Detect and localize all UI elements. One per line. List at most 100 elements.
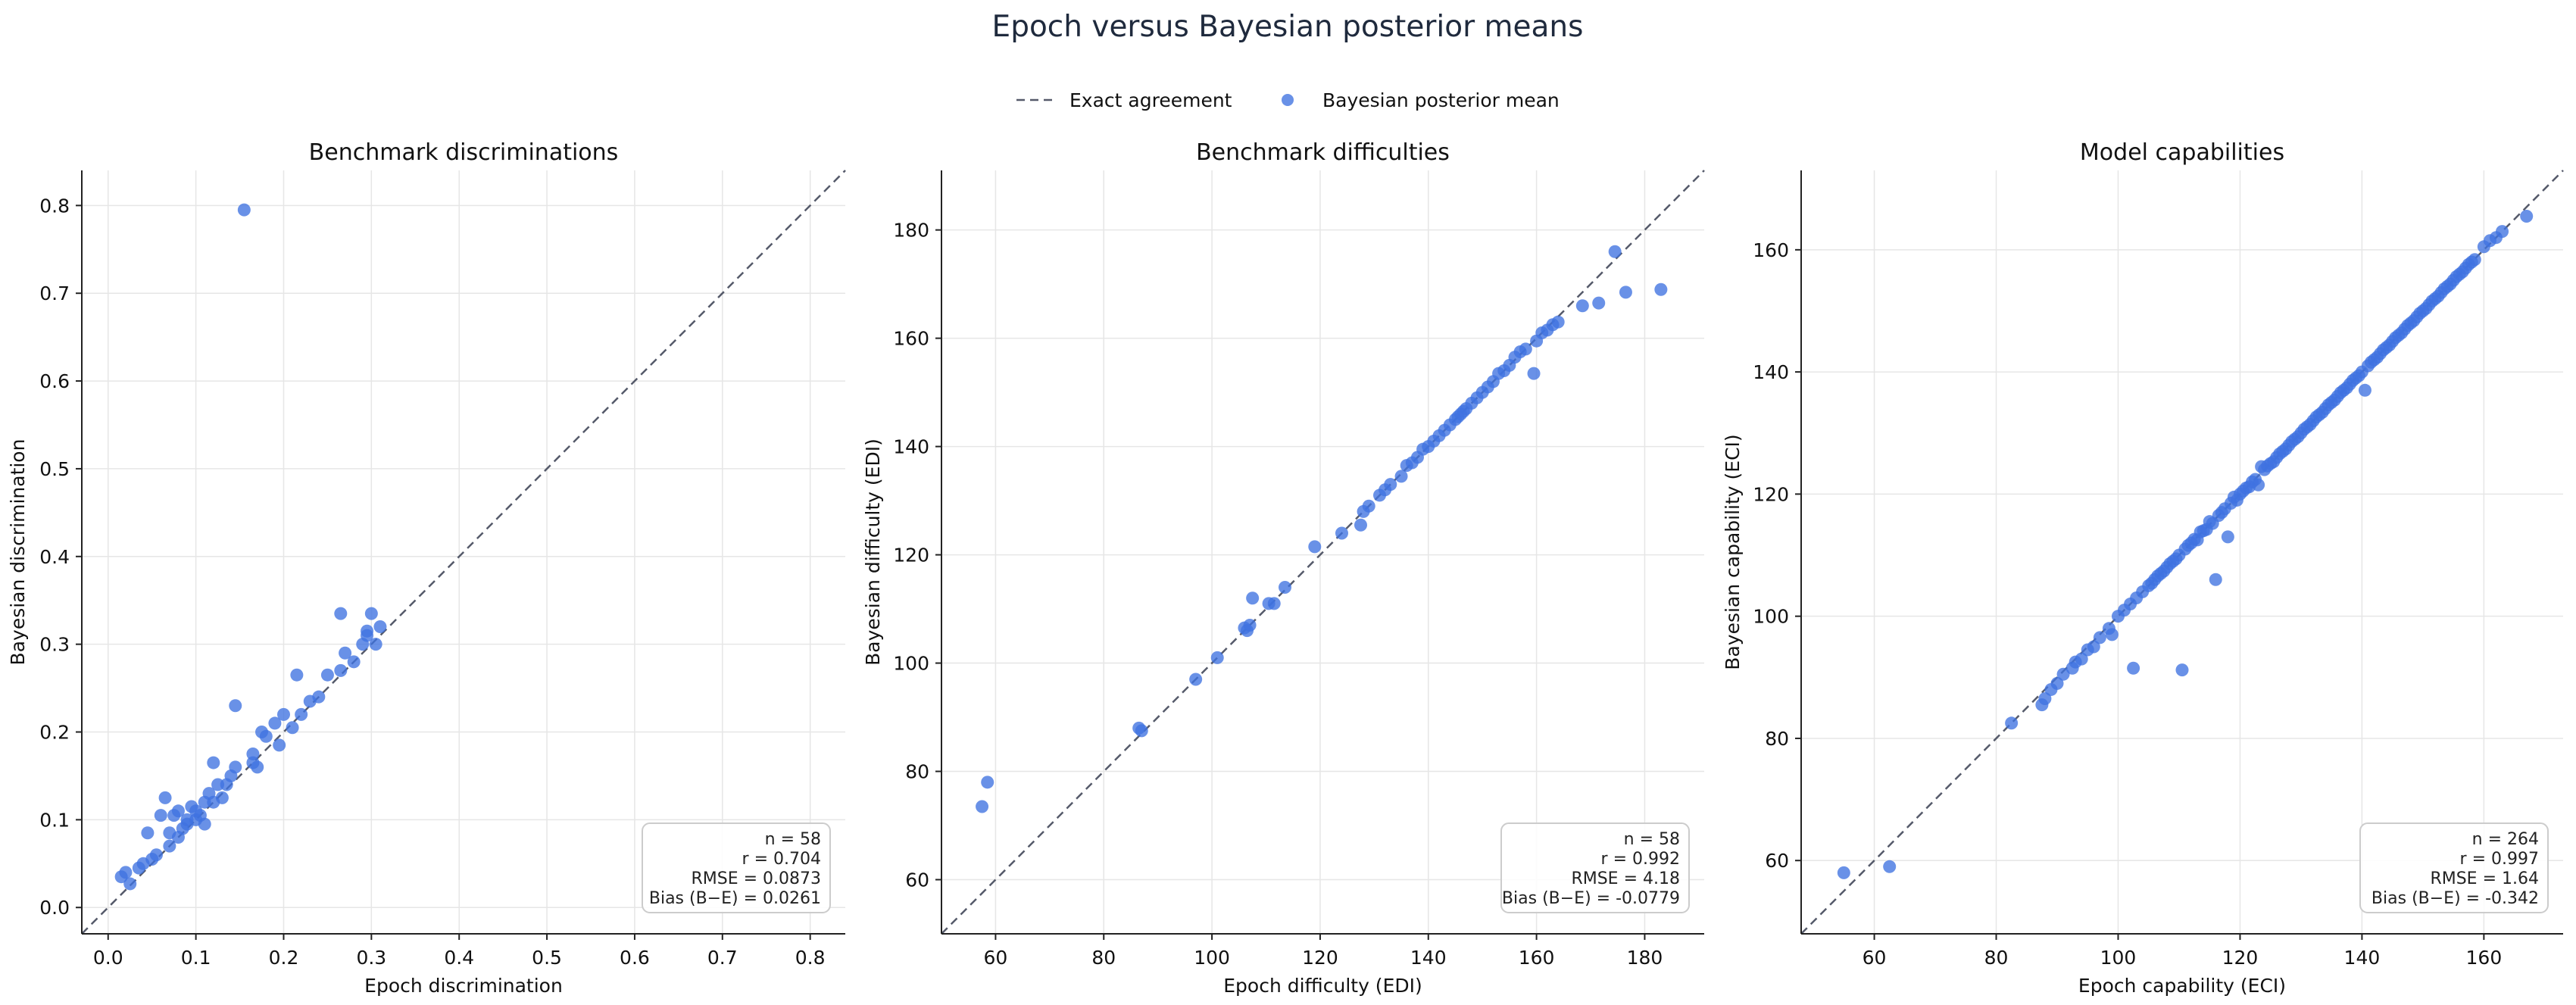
y-tick-label: 160: [893, 328, 929, 350]
y-tick-label: 0.2: [39, 722, 70, 744]
data-point: [2468, 253, 2481, 267]
data-point: [1837, 866, 1850, 879]
y-tick-label: 120: [893, 545, 929, 566]
data-point: [1267, 597, 1281, 610]
data-point: [1135, 724, 1148, 738]
data-point: [2069, 655, 2082, 669]
data-point: [1575, 299, 1589, 313]
data-point: [2496, 225, 2509, 239]
exact-agreement-line: [941, 170, 1705, 935]
data-point: [2230, 493, 2243, 507]
data-point: [141, 826, 155, 840]
data-point: [1654, 282, 1668, 296]
x-tick-label: 180: [1627, 947, 1663, 969]
stats-line: r = 0.704: [742, 850, 821, 869]
y-tick-label: 120: [1753, 483, 1789, 505]
data-point: [2093, 631, 2106, 645]
data-point: [2038, 692, 2052, 706]
data-point: [1354, 518, 1367, 532]
x-axis-label: Epoch difficulty (EDI): [1223, 975, 1422, 997]
y-tick-label: 0.1: [39, 809, 70, 831]
stats-line: RMSE = 1.64: [2430, 869, 2539, 888]
y-tick-label: 0.3: [39, 634, 70, 656]
data-point: [1335, 526, 1348, 540]
data-point: [1384, 478, 1397, 492]
data-point: [347, 655, 361, 669]
data-point: [976, 800, 989, 813]
data-point: [312, 690, 326, 704]
y-tick-label: 80: [1765, 728, 1789, 750]
x-tick-label: 0.7: [707, 947, 738, 969]
y-tick-label: 140: [1753, 361, 1789, 383]
x-tick-label: 100: [2100, 947, 2137, 969]
data-point: [273, 738, 286, 752]
y-tick-label: 0.0: [39, 897, 70, 919]
stats-line: n = 264: [2472, 830, 2539, 849]
data-point: [1608, 245, 1622, 258]
data-point: [2087, 640, 2100, 654]
data-point: [2206, 517, 2219, 530]
y-tick-label: 180: [893, 220, 929, 242]
stats-line: Bias (B−E) = -0.0779: [1502, 889, 1680, 908]
data-point: [2352, 369, 2365, 382]
data-point: [2050, 676, 2064, 690]
data-point: [2249, 473, 2262, 486]
x-axis-label: Epoch discrimination: [364, 975, 563, 997]
legend-posterior-mean-swatch: [1282, 94, 1294, 106]
data-point: [215, 791, 229, 804]
x-tick-label: 160: [2466, 947, 2503, 969]
data-point: [1210, 651, 1224, 664]
data-point: [373, 620, 387, 633]
data-point: [1592, 296, 1606, 310]
data-point: [2005, 716, 2019, 730]
x-tick-label: 0.0: [93, 947, 123, 969]
data-point: [1551, 315, 1565, 329]
y-tick-label: 100: [1753, 606, 1789, 628]
x-tick-label: 0.6: [620, 947, 650, 969]
y-tick-label: 60: [1765, 850, 1789, 872]
data-point: [286, 721, 299, 735]
stats-line: r = 0.997: [2460, 850, 2539, 869]
data-point: [1243, 619, 1257, 632]
data-point: [198, 817, 211, 831]
stats-line: n = 58: [765, 830, 821, 849]
x-tick-label: 0.3: [356, 947, 386, 969]
data-point: [149, 848, 163, 862]
data-point: [123, 877, 137, 891]
y-tick-label: 160: [1753, 239, 1789, 261]
data-point: [1619, 286, 1632, 299]
data-point: [981, 776, 994, 789]
data-point: [2127, 661, 2140, 675]
data-point: [1394, 470, 1408, 483]
data-point: [2209, 573, 2222, 586]
data-point: [1527, 367, 1541, 380]
x-tick-label: 120: [1302, 947, 1338, 969]
data-point: [154, 809, 167, 822]
data-point: [1308, 540, 1322, 554]
data-point: [339, 646, 352, 660]
data-point: [251, 760, 264, 774]
panel-benchmark-difficulties: 60 80 100 120 140 160 180 60 80 100 120 140 160 180 Be…: [862, 139, 1705, 997]
data-point: [295, 707, 308, 721]
y-axis-label: Bayesian difficulty (EDI): [862, 439, 884, 666]
x-tick-label: 60: [984, 947, 1008, 969]
data-point: [158, 791, 172, 804]
x-tick-label: 80: [1091, 947, 1116, 969]
stats-box: [1500, 822, 1690, 913]
data-point: [246, 747, 260, 760]
x-tick-label: 60: [1863, 947, 1887, 969]
data-point: [2218, 502, 2231, 516]
y-tick-label: 80: [905, 761, 929, 783]
data-point: [2169, 552, 2183, 566]
x-tick-label: 0.2: [269, 947, 299, 969]
x-tick-label: 0.8: [795, 947, 826, 969]
y-tick-label: 100: [893, 653, 929, 675]
y-tick-label: 0.6: [39, 370, 70, 392]
legend: Exact agreement Bayesian posterior mean: [1016, 89, 1560, 111]
data-point: [1519, 342, 1532, 356]
x-tick-label: 0.4: [444, 947, 474, 969]
data-point: [369, 638, 382, 651]
y-tick-label: 0.7: [39, 282, 70, 304]
data-point: [364, 607, 378, 620]
x-tick-label: 0.5: [532, 947, 562, 969]
